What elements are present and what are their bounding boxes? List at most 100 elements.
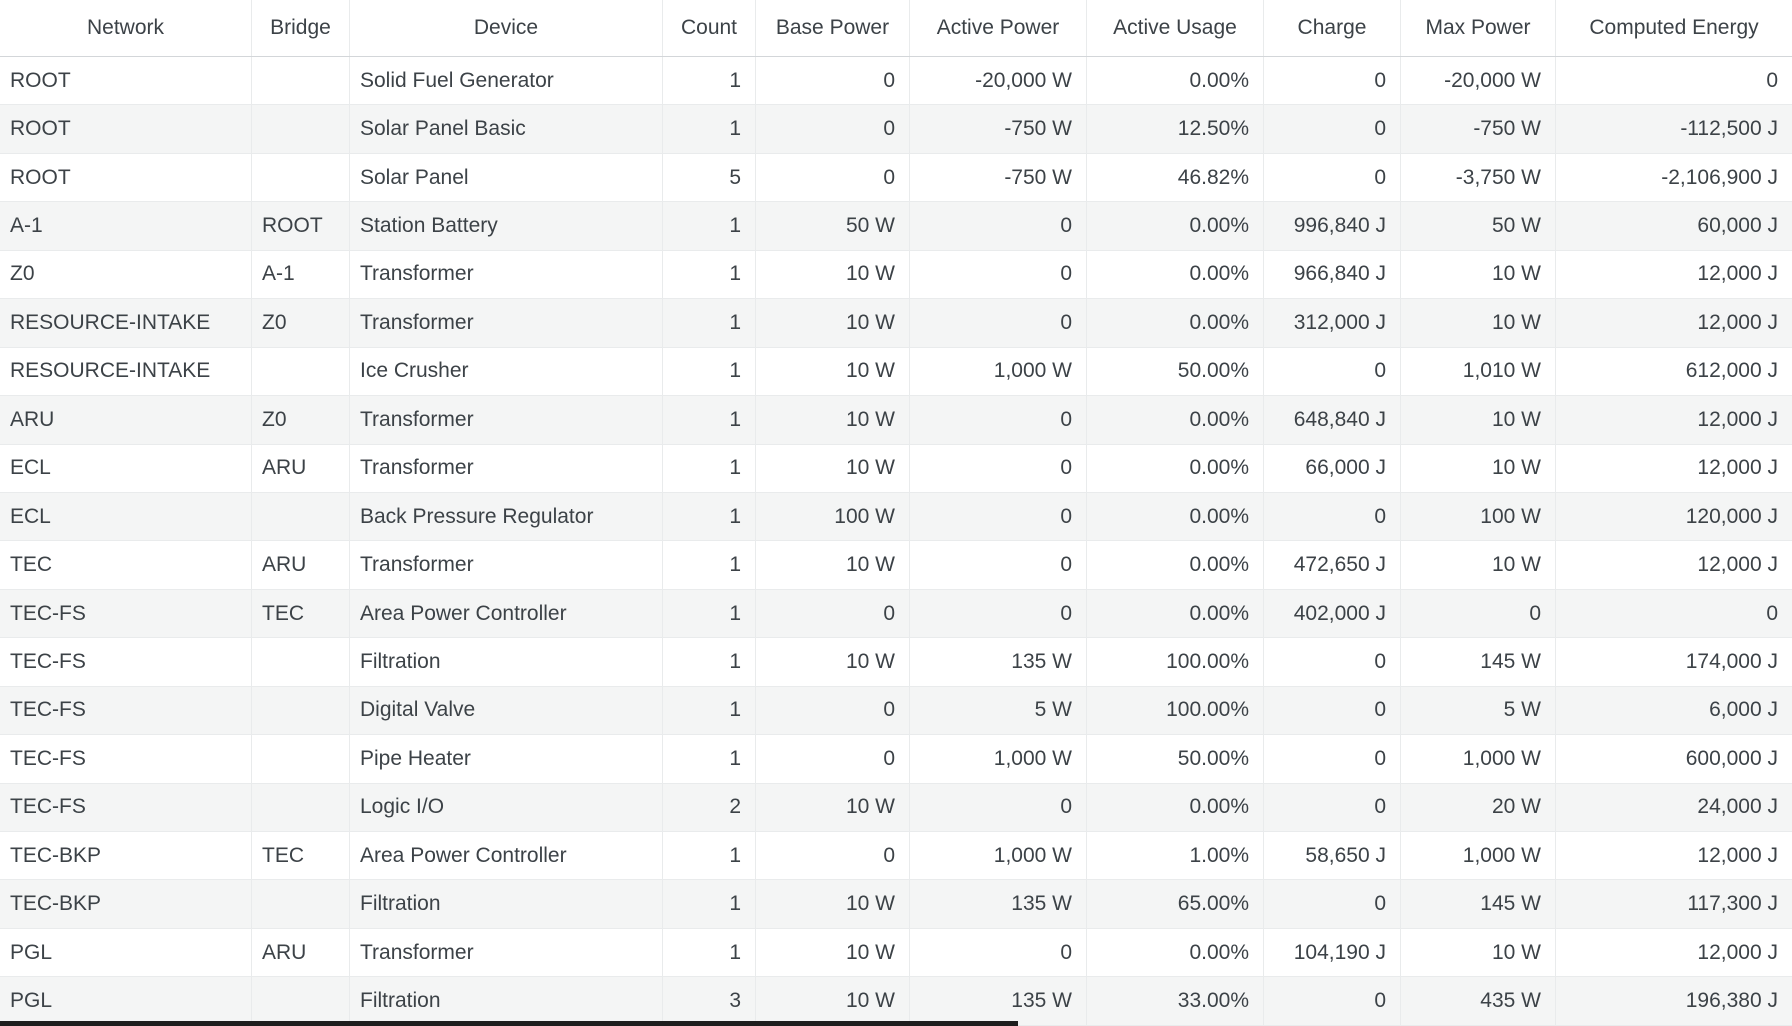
column-header-charge[interactable]: Charge: [1264, 0, 1401, 56]
cell-max_power: 50 W: [1401, 202, 1556, 250]
cell-count: 1: [663, 347, 756, 396]
column-header-active_usage[interactable]: Active Usage: [1087, 0, 1264, 56]
cell-active_power: -750 W: [910, 105, 1087, 153]
table-row: TEC-FS TEC Area Power Controller 1 0 0 0.00% 40…: [0, 589, 1792, 639]
cell-device: Filtration: [350, 638, 663, 686]
cell-computed_energy: 174,000 J: [1685, 649, 1778, 673]
cell-active_usage: 0.00%: [1087, 57, 1264, 105]
cell-computed_energy: 12,000 J: [1697, 407, 1778, 431]
cell-base_power: 10 W: [756, 928, 910, 977]
column-header-computed_energy[interactable]: Computed Energy: [1589, 16, 1759, 39]
cell-base_power: 0: [756, 153, 910, 202]
cell-network: ECL: [0, 444, 252, 492]
cell-active_power: -20,000 W: [910, 57, 1087, 105]
cell-bridge: [252, 735, 350, 783]
cell-bridge: [252, 492, 350, 541]
cell-max_power: 1,010 W: [1401, 347, 1556, 396]
cell-computed_energy: 12,000 J: [1697, 262, 1778, 286]
cell-device: Transformer: [350, 928, 663, 977]
column-header-base_power[interactable]: Base Power: [756, 0, 910, 56]
cell-base_power: 10 W: [756, 541, 910, 589]
cell-computed_energy: 60,000 J: [1697, 214, 1778, 238]
cell-charge: 312,000 J: [1264, 299, 1401, 347]
table-row: ECL Back Pressure Regulator 1 100 W 0 0.00% 0 1…: [0, 492, 1792, 542]
cell-computed_energy: 120,000 J: [1685, 504, 1778, 528]
column-header-max_power[interactable]: Max Power: [1401, 0, 1556, 56]
cell-charge: 0: [1264, 783, 1401, 831]
table-row: TEC-BKP Filtration 1 10 W 135 W 65.00% 0 145 W 1…: [0, 880, 1792, 929]
cell-network: TEC-FS: [0, 686, 252, 735]
cell-computed_energy: -112,500 J: [1680, 117, 1778, 141]
column-header-active_power[interactable]: Active Power: [910, 0, 1087, 56]
cell-network: PGL: [0, 977, 252, 1025]
cell-device: Filtration: [350, 977, 663, 1025]
column-header-network[interactable]: Network: [0, 0, 252, 56]
cell-base_power: 0: [756, 589, 910, 638]
cell-max_power: 5 W: [1401, 686, 1556, 735]
cell-network: RESOURCE-INTAKE: [0, 347, 252, 396]
cell-active_usage: 46.82%: [1087, 153, 1264, 202]
cell-computed_energy: 12,000 J: [1697, 843, 1778, 867]
cell-active_usage: 0.00%: [1087, 202, 1264, 250]
cell-active_power: 0: [910, 589, 1087, 638]
cell-base_power: 10 W: [756, 638, 910, 686]
cell-max_power: 435 W: [1401, 977, 1556, 1025]
cell-bridge: TEC: [252, 832, 350, 880]
cell-max_power: 145 W: [1401, 880, 1556, 928]
cell-bridge: [252, 105, 350, 153]
cell-active_power: 0: [910, 444, 1087, 492]
horizontal-scrollbar-thumb[interactable]: [0, 1021, 1018, 1026]
cell-base_power: 10 W: [756, 396, 910, 444]
cell-computed_energy: 12,000 J: [1697, 456, 1778, 480]
table-row: A-1 ROOT Station Battery 1 50 W 0 0.00% 996,840…: [0, 202, 1792, 251]
cell-max_power: -3,750 W: [1401, 153, 1556, 202]
cell-network: TEC-FS: [0, 783, 252, 831]
cell-device: Area Power Controller: [350, 832, 663, 880]
cell-max_power: -750 W: [1401, 105, 1556, 153]
cell-count: 1: [663, 832, 756, 880]
cell-network: ARU: [0, 396, 252, 444]
cell-count: 1: [663, 57, 756, 105]
table-body: ROOT Solid Fuel Generator 1 0 -20,000 W 0.00%…: [0, 57, 1792, 1026]
cell-active_power: 0: [910, 783, 1087, 831]
cell-bridge: ARU: [252, 444, 350, 492]
cell-count: 3: [663, 977, 756, 1025]
column-header-count[interactable]: Count: [663, 0, 756, 56]
cell-bridge: ROOT: [252, 202, 350, 250]
cell-device: Solar Panel Basic: [350, 105, 663, 153]
cell-device: Pipe Heater: [350, 735, 663, 783]
cell-max_power: 0: [1401, 589, 1556, 638]
cell-computed_energy: 0: [1766, 68, 1778, 92]
cell-active_usage: 65.00%: [1087, 880, 1264, 928]
cell-computed_energy: 6,000 J: [1709, 698, 1778, 722]
cell-active_usage: 0.00%: [1087, 444, 1264, 492]
cell-max_power: 10 W: [1401, 928, 1556, 977]
cell-count: 1: [663, 396, 756, 444]
cell-max_power: 1,000 W: [1401, 735, 1556, 783]
cell-count: 1: [663, 928, 756, 977]
cell-computed_energy: 12,000 J: [1697, 310, 1778, 334]
cell-max_power: -20,000 W: [1401, 57, 1556, 105]
table-row: ROOT Solid Fuel Generator 1 0 -20,000 W 0.00%…: [0, 57, 1792, 106]
column-header-device[interactable]: Device: [350, 0, 663, 56]
cell-computed_energy: 600,000 J: [1685, 746, 1778, 770]
cell-network: TEC-BKP: [0, 832, 252, 880]
cell-active_power: 0: [910, 299, 1087, 347]
table-row: PGL Filtration 3 10 W 135 W 33.00% 0 435 W 196,3…: [0, 977, 1792, 1026]
cell-count: 1: [663, 492, 756, 541]
cell-network: TEC-FS: [0, 735, 252, 783]
cell-active_usage: 0.00%: [1087, 783, 1264, 831]
cell-charge: 0: [1264, 105, 1401, 153]
column-header-bridge[interactable]: Bridge: [252, 0, 350, 56]
table-row: ECL ARU Transformer 1 10 W 0 0.00% 66,000 J 10 W…: [0, 444, 1792, 493]
table-row: ARU Z0 Transformer 1 10 W 0 0.00% 648,840 J 10 W…: [0, 396, 1792, 445]
cell-active_usage: 0.00%: [1087, 541, 1264, 589]
table-row: Z0 A-1 Transformer 1 10 W 0 0.00% 966,840 J 10 W…: [0, 250, 1792, 300]
cell-device: Area Power Controller: [350, 589, 663, 638]
cell-base_power: 10 W: [756, 347, 910, 396]
cell-max_power: 10 W: [1401, 396, 1556, 444]
cell-computed_energy: 12,000 J: [1697, 940, 1778, 964]
cell-active_usage: 0.00%: [1087, 589, 1264, 638]
cell-active_power: 0: [910, 928, 1087, 977]
cell-active_power: 0: [910, 202, 1087, 250]
